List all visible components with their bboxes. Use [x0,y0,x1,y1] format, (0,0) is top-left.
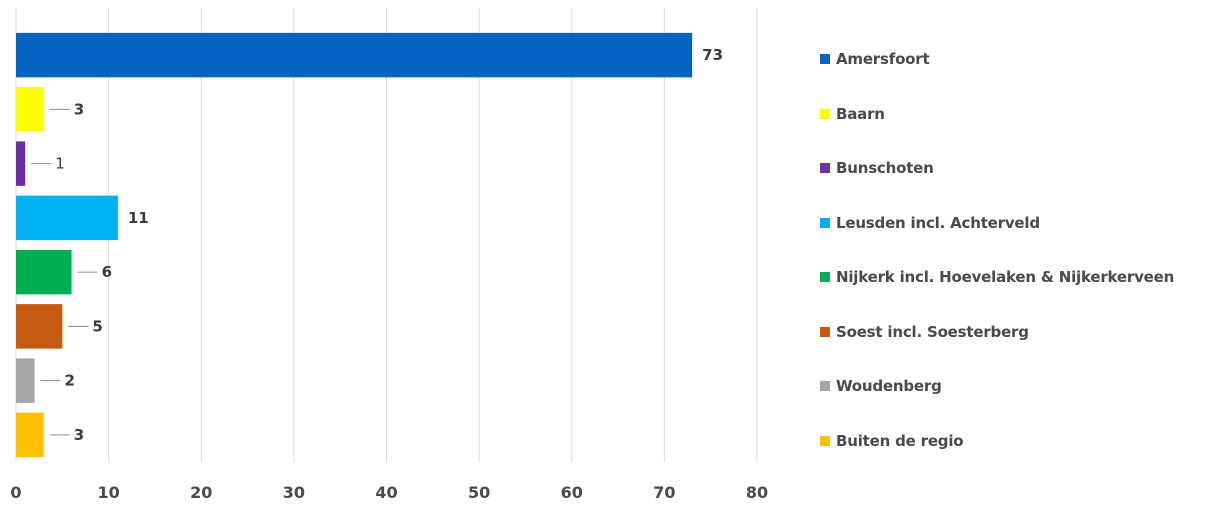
legend-item-nijkerk-incl-hoevelaken-nijkerkerveen: Nijkerk incl. Hoevelaken & Nijkerkerveen [820,266,1174,288]
legend-label: Baarn [836,104,885,123]
legend-label: Buiten de regio [836,431,964,450]
x-tick-label: 30 [283,483,305,502]
legend-label: Bunschoten [836,159,934,177]
bar-buiten-de-regio [16,412,44,458]
x-axis-ticks: 0 10 20 30 40 50 60 70 80 [10,483,768,502]
legend-swatch [820,435,830,446]
legend-swatch [820,217,830,228]
data-label-soest-incl-soesterberg: 5 [92,317,102,335]
legend-item-leusden-incl-achterveld: Leusden incl. Achterveld [820,212,1040,234]
data-label-buiten-de-regio: 3 [74,426,84,444]
legend-swatch [820,54,830,64]
bars [16,32,693,458]
legend-swatch [820,163,830,173]
gridlines [15,8,758,462]
legend-item-soest-incl-soesterberg: Soest incl. Soesterberg [820,321,1029,343]
x-tick-label: 0 [10,483,21,502]
x-tick-label: 50 [468,483,490,502]
legend-item-woudenberg: Woudenberg [820,375,942,397]
data-label-leusden-incl-achterveld: 11 [128,209,149,227]
legend-label: Leusden incl. Achterveld [836,213,1040,232]
legend-item-baarn: Baarn [820,103,885,125]
legend-item-bunschoten: Bunschoten [820,157,934,179]
legend-swatch [820,272,830,282]
x-tick-label: 80 [746,483,768,502]
legend-label: Soest incl. Soesterberg [836,322,1029,341]
legend-swatch [820,108,830,119]
bar-soest-incl-soesterberg [16,304,63,349]
bar-woudenberg [16,358,35,403]
data-label-bunschoten: 1 [55,155,65,173]
legend-item-amersfoort: Amersfoort [820,48,930,70]
bar-amersfoort [16,32,693,78]
bar-bunschoten [16,141,26,186]
data-label-baarn: 3 [74,100,84,118]
x-tick-label: 40 [375,483,397,502]
legend-swatch [820,381,830,391]
legend-label: Amersfoort [836,50,930,68]
legend-item-buiten-de-regio: Buiten de regio [820,430,964,452]
x-tick-label: 70 [653,483,675,502]
data-label-woudenberg: 2 [65,372,75,390]
bar-leusden-incl-achterveld [16,195,118,241]
x-tick-label: 10 [97,483,119,502]
bar-nijkerk-incl-hoevelaken-nijkerkerveen [16,249,72,295]
x-tick-label: 20 [190,483,212,502]
data-label-nijkerk-incl-hoevelaken-nijkerkerveen: 6 [102,263,112,281]
data-label-amersfoort: 73 [702,46,723,64]
x-tick-label: 60 [561,483,583,502]
bar-baarn [16,87,44,132]
legend-label: Nijkerk incl. Hoevelaken & Nijkerkerveen [836,268,1175,286]
legend-swatch [820,326,830,337]
legend-label: Woudenberg [836,377,942,395]
